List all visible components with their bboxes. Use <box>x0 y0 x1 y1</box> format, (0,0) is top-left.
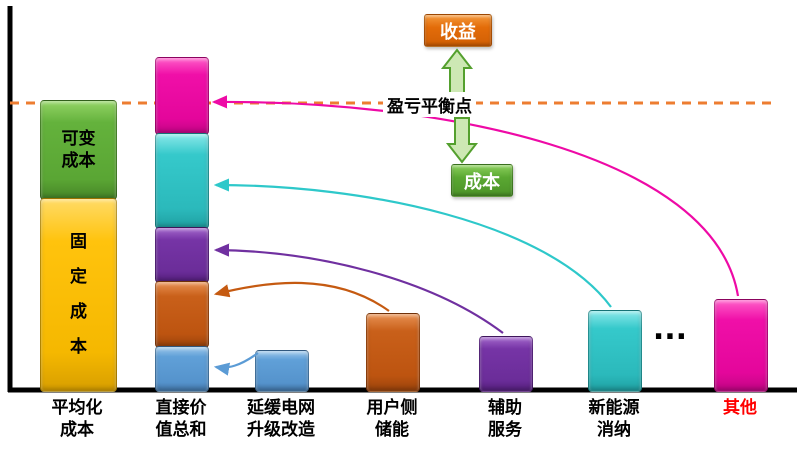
cost-box: 成本 <box>451 164 513 197</box>
more-sources-ellipsis: ... <box>652 312 688 347</box>
stack-segment-renewable <box>155 133 209 229</box>
label-ancillary: 辅助 服务 <box>488 398 522 441</box>
bar-grid-upgrade <box>255 350 309 392</box>
up-arrow-icon <box>440 48 474 95</box>
arrow-grid-upgrade <box>213 352 259 376</box>
stack-segment-ancillary <box>155 227 209 283</box>
label-grid-upgrade: 延缓电网 升级改造 <box>247 398 315 441</box>
stack-segment-other <box>155 57 209 135</box>
stack-segment-user-storage <box>155 281 209 348</box>
arrow-ancillary <box>213 243 504 334</box>
variable-cost-segment: 可变 成本 <box>40 100 117 200</box>
label-levelized-cost: 平均化 成本 <box>51 398 103 441</box>
label-renewable: 新能源 消纳 <box>588 398 640 441</box>
fixed-cost-label: 固 定 成 本 <box>70 232 87 357</box>
breakeven-point-label: 盈亏平衡点 <box>383 92 476 117</box>
bar-other <box>714 299 768 392</box>
label-other: 其他 <box>723 398 757 418</box>
arrow-renewable <box>213 178 612 308</box>
label-direct-value-sum: 直接价 值总和 <box>155 398 207 441</box>
bar-renewable <box>588 310 642 392</box>
arrow-other <box>211 95 740 297</box>
arrow-user-storage <box>213 281 390 312</box>
stack-segment-grid-upgrade <box>155 346 209 392</box>
down-arrow-icon <box>445 117 479 164</box>
bar-user-storage <box>366 313 420 392</box>
revenue-box: 收益 <box>424 14 492 47</box>
bar-ancillary <box>479 336 533 392</box>
variable-cost-label: 可变 成本 <box>61 128 96 171</box>
fixed-cost-segment: 固 定 成 本 <box>40 198 117 392</box>
label-user-storage: 用户侧 储能 <box>366 398 418 441</box>
